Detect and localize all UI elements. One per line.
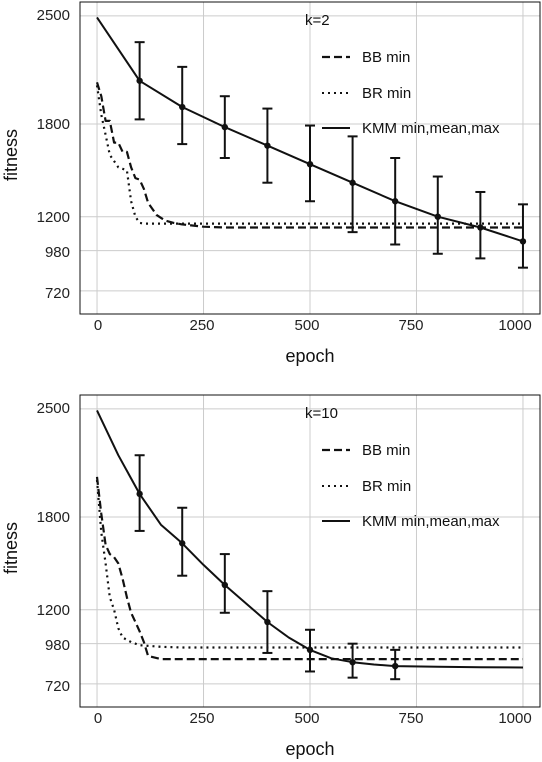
series-line-solid — [96, 409, 524, 669]
mean-point — [391, 198, 399, 205]
y-tick-label: 1200 — [37, 602, 70, 619]
mean-point — [264, 618, 271, 626]
series-line-dotted — [95, 85, 523, 225]
mean-point — [179, 103, 186, 111]
x-tick-label: 1000 — [498, 317, 531, 334]
y-axis-label: fitness — [1, 522, 21, 574]
panel-title: k=10 — [305, 405, 338, 422]
x-tick-label: 250 — [189, 317, 214, 334]
chart-panel-k2: fitness epoch 2500 1800 1200 980 720 0 2… — [1, 1, 541, 366]
y-tick-label: 980 — [45, 637, 70, 654]
legend-label: BB min — [362, 49, 410, 66]
mean-point — [349, 659, 356, 666]
chart-panel-k10: fitness epoch 2500 1800 1200 980 720 0 2… — [1, 394, 541, 759]
x-tick-label: 500 — [294, 710, 319, 727]
series-line-dashed — [95, 81, 523, 229]
mean-point — [306, 646, 314, 654]
mean-point — [306, 160, 314, 168]
legend-label: BR min — [362, 478, 411, 495]
x-tick-label: 1000 — [498, 710, 531, 727]
legend-label: BB min — [362, 442, 410, 459]
mean-point — [391, 662, 399, 670]
series-line-dashed — [95, 476, 523, 661]
y-tick-label: 2500 — [37, 400, 70, 417]
x-axis-label: epoch — [285, 346, 334, 366]
y-tick-label: 2500 — [37, 7, 70, 24]
legend-label: KMM min,mean,max — [362, 120, 500, 137]
y-tick-label: 1200 — [37, 209, 70, 226]
panel-title: k=2 — [305, 12, 330, 29]
mean-point — [349, 179, 356, 186]
plot-frame — [79, 1, 541, 315]
x-tick-label: 0 — [94, 710, 102, 727]
mean-point — [221, 581, 229, 589]
x-tick-label: 0 — [94, 317, 102, 334]
plot-area — [79, 1, 541, 315]
plot-area — [79, 394, 541, 708]
mean-point — [136, 490, 143, 498]
mean-point — [221, 123, 229, 131]
mean-point — [434, 213, 441, 220]
mean-point — [179, 540, 186, 547]
legend-label: KMM min,mean,max — [362, 513, 500, 530]
y-axis-label: fitness — [1, 129, 21, 181]
y-tick-label: 720 — [45, 285, 70, 302]
x-tick-label: 750 — [398, 710, 423, 727]
y-tick-label: 720 — [45, 678, 70, 695]
legend-label: BR min — [362, 85, 411, 102]
y-tick-label: 1800 — [37, 509, 70, 526]
x-tick-label: 750 — [398, 317, 423, 334]
x-axis-label: epoch — [285, 739, 334, 759]
mean-point — [264, 142, 271, 149]
x-tick-label: 500 — [294, 317, 319, 334]
y-tick-label: 980 — [45, 244, 70, 261]
y-tick-label: 1800 — [37, 116, 70, 133]
mean-point — [519, 238, 527, 245]
mean-point — [136, 77, 143, 84]
plot-frame — [79, 394, 541, 708]
x-tick-label: 250 — [189, 710, 214, 727]
mean-point — [477, 224, 484, 231]
